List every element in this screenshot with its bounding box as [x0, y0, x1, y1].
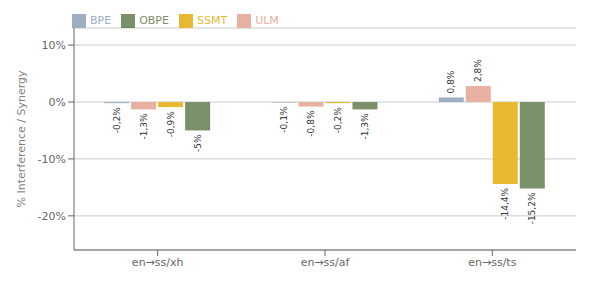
svg-text:-0,8%: -0,8%	[306, 110, 316, 137]
svg-text:en→ss/xh: en→ss/xh	[132, 256, 184, 269]
svg-text:en→ss/ts: en→ss/ts	[468, 256, 516, 269]
html-text:ULM: ULM	[255, 14, 279, 27]
svg-text:-0,2%: -0,2%	[112, 107, 122, 134]
svg-text:-1,3%: -1,3%	[139, 113, 149, 140]
svg-text:-20%: -20%	[38, 210, 66, 223]
html-text:BPE: BPE	[90, 14, 112, 27]
svg-text:-5%: -5%	[193, 134, 203, 152]
svg-text:% Interference / Synergy: % Interference / Synergy	[15, 70, 28, 207]
svg-text:-0,1%: -0,1%	[279, 106, 289, 133]
svg-text:0,8%: 0,8%	[446, 70, 456, 93]
html-text:OBPE: OBPE	[139, 14, 169, 27]
svg-text:10%: 10%	[42, 39, 66, 52]
html-text:SSMT: SSMT	[196, 14, 228, 27]
svg-text:-0,2%: -0,2%	[333, 107, 343, 134]
svg-text:-1,3%: -1,3%	[360, 113, 370, 140]
svg-text:2,8%: 2,8%	[473, 59, 483, 82]
svg-text:-10%: -10%	[38, 153, 66, 166]
svg-text:0%: 0%	[49, 96, 66, 109]
svg-text:en→ss/af: en→ss/af	[301, 256, 351, 269]
svg-text:-14,4%: -14,4%	[500, 188, 510, 220]
svg-text:-15,2%: -15,2%	[527, 192, 537, 224]
svg-text:-0,9%: -0,9%	[166, 111, 176, 138]
